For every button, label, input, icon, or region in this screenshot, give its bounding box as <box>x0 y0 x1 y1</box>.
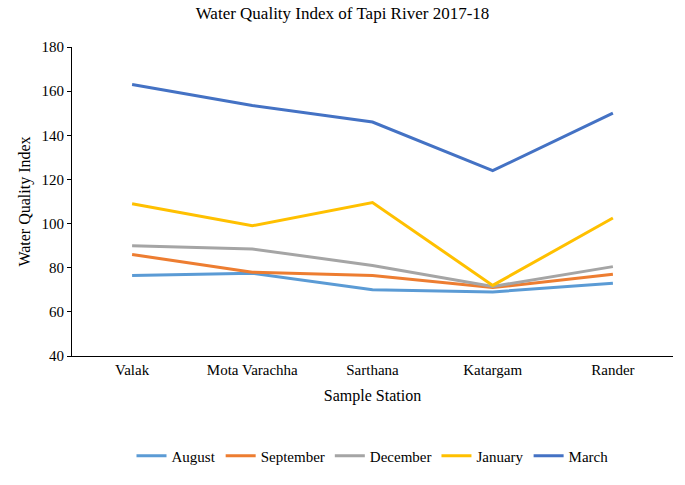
svg-text:80: 80 <box>49 260 64 276</box>
svg-text:60: 60 <box>49 304 64 320</box>
svg-text:Valak: Valak <box>115 362 150 378</box>
svg-text:120: 120 <box>42 172 65 188</box>
svg-text:Katargam: Katargam <box>463 362 522 378</box>
svg-text:Mota Varachha: Mota Varachha <box>207 362 298 378</box>
svg-text:180: 180 <box>42 39 65 55</box>
svg-text:August: August <box>172 449 216 465</box>
svg-text:March: March <box>569 449 609 465</box>
svg-text:January: January <box>476 449 523 465</box>
svg-text:December: December <box>370 449 432 465</box>
svg-text:40: 40 <box>49 348 64 364</box>
svg-text:Rander: Rander <box>591 362 634 378</box>
svg-text:September: September <box>261 449 325 465</box>
svg-text:Sarthana: Sarthana <box>346 362 399 378</box>
svg-text:Sample Station: Sample Station <box>324 387 421 405</box>
svg-text:160: 160 <box>42 83 65 99</box>
svg-text:Water Quality Index of Tapi Ri: Water Quality Index of Tapi River 2017-1… <box>196 4 490 23</box>
svg-text:100: 100 <box>42 216 65 232</box>
svg-text:140: 140 <box>42 128 65 144</box>
svg-text:Water Quality Index: Water Quality Index <box>16 136 34 266</box>
